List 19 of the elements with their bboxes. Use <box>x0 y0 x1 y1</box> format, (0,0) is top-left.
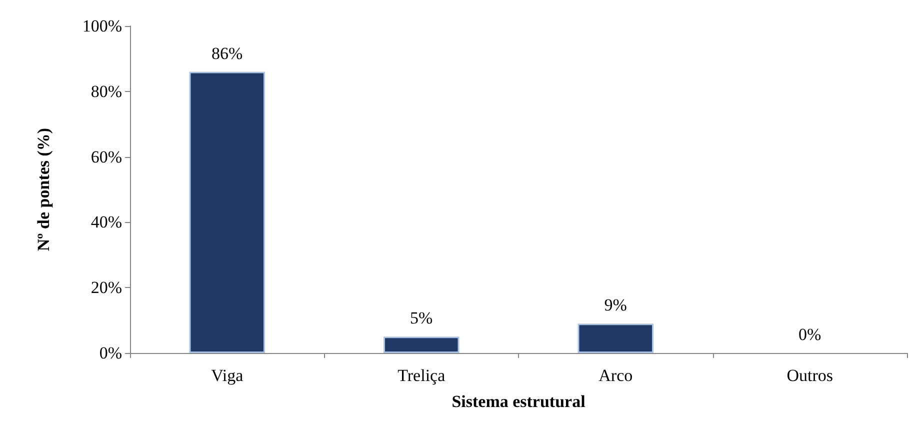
data-label: 9% <box>604 296 627 315</box>
x-tick-label: Arco <box>598 366 633 385</box>
y-tick-label: 20% <box>90 278 122 298</box>
x-axis-title: Sistema estrutural <box>452 392 586 411</box>
y-tick-label: 0% <box>99 344 122 362</box>
y-tick-label: 100% <box>82 16 122 36</box>
data-label: 5% <box>410 308 433 328</box>
x-tick-label: Viga <box>211 366 244 385</box>
y-tick-label: 40% <box>90 212 122 232</box>
x-tick-label: Outros <box>786 366 834 385</box>
y-tick-label: 60% <box>90 147 122 166</box>
data-label: 86% <box>212 44 243 63</box>
bar <box>189 72 266 353</box>
y-tick-label: 80% <box>90 82 122 101</box>
x-tick-label: Treliça <box>398 366 446 385</box>
y-axis-title: Nº de pontes (%) <box>34 128 53 252</box>
data-label: 0% <box>798 325 822 344</box>
bar <box>383 336 460 353</box>
bar <box>578 324 654 353</box>
